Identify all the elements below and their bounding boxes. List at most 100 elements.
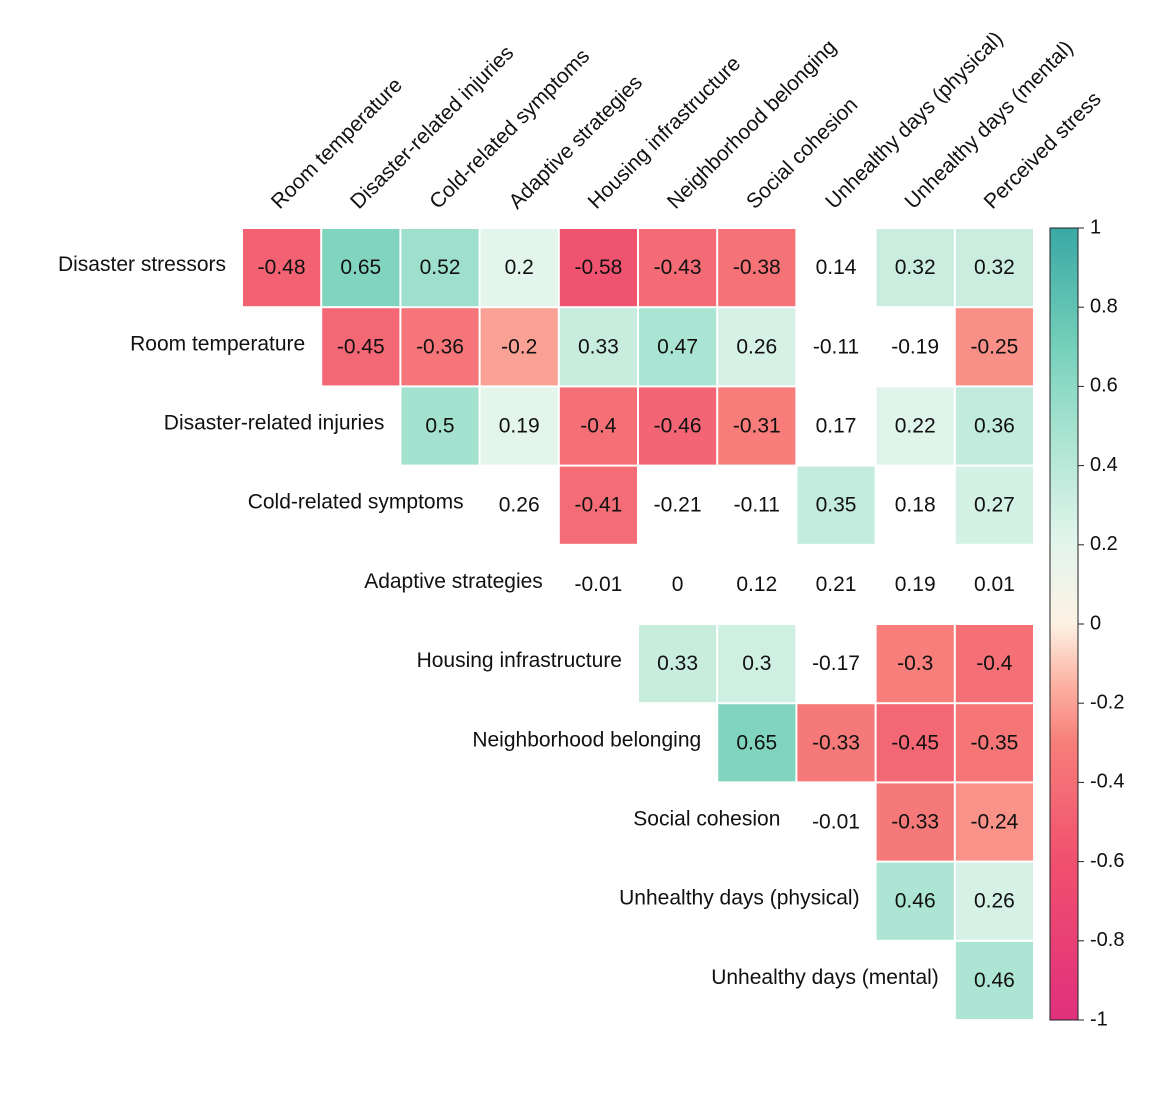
heatmap-cell [718,229,796,307]
row-label-disaster-stressors: Disaster stressors [58,253,226,276]
cell-value-label: 0.2 [505,256,534,279]
column-label-disaster-related-injuries: Disaster-related injuries [346,41,518,213]
heatmap-cell [322,229,400,307]
cell-value-label: 0.32 [895,256,936,279]
cell-value-label: 0.36 [974,415,1015,438]
heatmap-cell [480,387,558,465]
heatmap-cell [322,308,400,386]
colorbar-tick-label: 0.2 [1090,533,1118,555]
heatmap-cell [480,229,558,307]
heatmap-cell [639,387,717,465]
heatmap-cell [876,229,954,307]
cell-value-label: 0.19 [499,415,540,438]
cell-value-label: -0.2 [501,335,537,358]
cell-value-label: 0.5 [425,415,454,438]
cell-value-label: 0.17 [816,415,857,438]
cell-value-label: -0.35 [970,731,1018,754]
colorbar-tick-label: -0.4 [1090,771,1124,793]
column-label-room-temperature: Room temperature [267,73,407,213]
heatmap-cell [718,308,796,386]
heatmap-cell [955,308,1033,386]
cell-value-label: 0.27 [974,494,1015,517]
cell-value-label: -0.24 [970,811,1018,834]
cell-value-label: -0.46 [654,415,702,438]
cell-value-label: -0.01 [574,573,622,596]
colorbar: 1 0.8 0.6 0.4 0.2 0 -0.2 -0.4 -0.6 -0.8 -1 [1049,216,1124,1030]
colorbar-ticks: 1 0.8 0.6 0.4 0.2 0 -0.2 -0.4 -0.6 -0.8 -1 [1078,216,1124,1030]
row-label-adaptive-strategies: Adaptive strategies [364,570,543,593]
cell-value-label: 0.46 [895,890,936,913]
cell-value-label: 0.01 [974,573,1015,596]
cell-value-label: 0.22 [895,415,936,438]
heatmap-cell [876,387,954,465]
column-label-adaptive-strategies: Adaptive strategies [504,71,647,214]
row-label-neighborhood-belonging: Neighborhood belonging [472,728,701,751]
heatmap-cell [718,387,796,465]
cell-value-label: -0.38 [733,256,781,279]
cell-value-label: -0.17 [812,652,860,675]
row-label-unhealthy-days-physical: Unhealthy days (physical) [619,887,859,910]
heatmap-cell [559,466,637,544]
cell-value-label: 0.26 [499,494,540,517]
heatmap-cell [401,308,479,386]
cell-value-label: 0.21 [816,573,857,596]
heatmap-cell [639,229,717,307]
heatmap-cell [876,625,954,703]
cell-value-label: 0.18 [895,494,936,517]
heatmap-cell [797,466,875,544]
heatmap-cell [718,704,796,782]
cell-value-label: 0.33 [657,652,698,675]
row-label-social-cohesion: Social cohesion [633,808,780,831]
cell-value-label: -0.43 [654,256,702,279]
cell-value-label: -0.11 [734,494,780,517]
cell-value-label: 0.12 [736,573,777,596]
cell-value-label: -0.11 [813,335,859,358]
colorbar-tick-label: 0.8 [1090,295,1118,317]
cell-value-label: -0.33 [891,811,939,834]
heatmap-cell [955,783,1033,861]
cell-value-label: -0.36 [416,335,464,358]
colorbar-tick-label: -0.8 [1090,929,1124,951]
colorbar-tick-label: -0.2 [1090,691,1124,713]
cell-value-label: -0.21 [654,494,702,517]
heatmap-cells: -0.48 0.65 0.52 0.2 -0.58 -0.43 -0.38 0.14 0.32 0… [243,229,1033,1019]
colorbar-tick-label: 0 [1090,612,1101,634]
cell-value-label: -0.31 [733,415,781,438]
heatmap-cell [955,466,1033,544]
heatmap-cell [480,308,558,386]
colorbar-bar [1049,227,1079,1021]
cell-value-label: 0.65 [736,731,777,754]
heatmap-cell [559,387,637,465]
cell-value-label: 0.14 [816,256,857,279]
heatmap-cell [876,704,954,782]
heatmap-cell [243,229,321,307]
heatmap-cell [955,625,1033,703]
cell-value-label: 0.65 [340,256,381,279]
heatmap-cell [797,704,875,782]
heatmap-cell [955,387,1033,465]
cell-value-label: -0.25 [970,335,1018,358]
row-label-unhealthy-days-mental: Unhealthy days (mental) [711,966,939,989]
cell-value-label: 0.26 [974,890,1015,913]
colorbar-tick-label: 1 [1090,216,1101,238]
cell-value-label: 0.33 [578,335,619,358]
heatmap-cell [559,229,637,307]
row-label-cold-related-symptoms: Cold-related symptoms [248,491,464,514]
cell-value-label: 0.35 [816,494,857,517]
cell-value-label: -0.45 [337,335,385,358]
column-label-housing-infrastructure: Housing infrastructure [584,52,746,214]
cell-value-label: -0.4 [580,415,617,438]
row-label-housing-infrastructure: Housing infrastructure [417,649,622,672]
heatmap-cell [639,625,717,703]
row-label-disaster-related-injuries: Disaster-related injuries [164,412,385,435]
heatmap-cell [955,862,1033,940]
cell-value-label: -0.3 [897,652,933,675]
cell-value-label: 0.26 [736,335,777,358]
heatmap-cell [639,308,717,386]
heatmap-cell [718,625,796,703]
colorbar-tick-label: 0.4 [1090,454,1118,476]
cell-value-label: -0.41 [574,494,622,517]
heatmap-cell [401,387,479,465]
cell-value-label: -0.33 [812,731,860,754]
